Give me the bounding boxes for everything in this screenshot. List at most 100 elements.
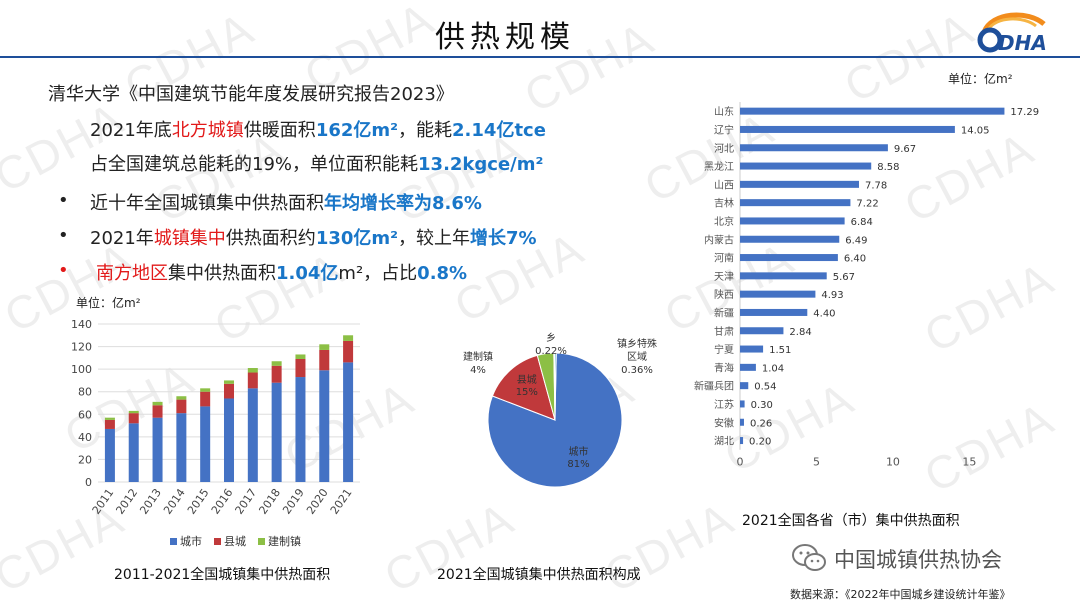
hbar-unit-label: 单位：亿m² bbox=[948, 72, 1013, 86]
pie-slice-percent: 81% bbox=[567, 459, 589, 470]
bar-segment-城市 bbox=[295, 377, 306, 482]
pie-slice-label: 县城 bbox=[517, 374, 537, 386]
x-tick-label: 2017 bbox=[233, 486, 260, 516]
bar-segment-建制镇 bbox=[271, 361, 282, 366]
line-text: 近十年全国城镇集中供热面积 bbox=[90, 193, 324, 214]
emphasis-value: 162亿m² bbox=[315, 120, 399, 141]
bar-segment-县城 bbox=[176, 399, 187, 414]
pie-slice-镇乡特殊区域 bbox=[554, 352, 557, 421]
line-text: 供热面积约 bbox=[225, 228, 316, 249]
bar-segment-建制镇 bbox=[152, 401, 163, 406]
bar-segment-城市 bbox=[271, 382, 282, 482]
bar-甘肃 bbox=[740, 327, 784, 335]
bar-segment-县城 bbox=[343, 340, 354, 363]
y-tick-label: 140 bbox=[71, 318, 92, 331]
bar-内蒙古 bbox=[740, 235, 840, 243]
line-text: 集中供热面积 bbox=[168, 263, 276, 284]
northern-heating-line: 2021年底北方城镇供暖面积162亿m²，能耗2.14亿tce bbox=[90, 116, 546, 142]
emphasis-value: 1.04亿 bbox=[276, 263, 339, 284]
bar-segment-建制镇 bbox=[176, 396, 187, 400]
data-label: 7.22 bbox=[856, 199, 878, 210]
bar-chart-caption: 2011-2021全国城镇集中供热面积 bbox=[114, 567, 331, 583]
x-tick-label: 5 bbox=[813, 456, 820, 469]
y-tick-label: 80 bbox=[78, 386, 92, 399]
emphasis-value: 年均增长率为8.6% bbox=[324, 193, 482, 214]
category-label: 陕西 bbox=[714, 288, 734, 301]
bullet-dot: • bbox=[58, 225, 69, 246]
pie-slice-县城 bbox=[491, 354, 556, 421]
line-text: ，较上年 bbox=[398, 228, 471, 249]
bar-辽宁 bbox=[740, 125, 955, 133]
bar-segment-建制镇 bbox=[343, 335, 354, 341]
bar-江苏 bbox=[740, 400, 745, 408]
category-label: 湖北 bbox=[714, 436, 734, 448]
line-text: 占全国建筑总能耗的19%，单位面积能耗 bbox=[90, 154, 419, 175]
data-label: 2.84 bbox=[789, 327, 811, 338]
bar-segment-城市 bbox=[104, 428, 115, 482]
bullet-dot: • bbox=[58, 260, 69, 281]
report-reference: 清华大学《中国建筑节能年度发展研究报告2023》 bbox=[48, 80, 454, 106]
bar-segment-建制镇 bbox=[319, 344, 330, 350]
bar-segment-建制镇 bbox=[200, 388, 211, 392]
x-tick-label: 10 bbox=[886, 456, 900, 469]
bar-山东 bbox=[740, 107, 1005, 115]
data-label: 0.20 bbox=[749, 437, 771, 448]
category-label: 新疆兵团 bbox=[694, 380, 734, 393]
category-label: 黑龙江 bbox=[704, 160, 734, 173]
line-text: 2021年 bbox=[90, 228, 154, 249]
x-tick-label: 2014 bbox=[161, 486, 188, 516]
data-label: 4.93 bbox=[821, 290, 843, 301]
bar-segment-县城 bbox=[295, 358, 306, 378]
legend-swatch bbox=[258, 538, 265, 545]
bar-segment-城市 bbox=[319, 370, 330, 482]
bar-segment-建制镇 bbox=[104, 417, 115, 420]
data-label: 9.67 bbox=[894, 144, 916, 155]
data-label: 6.84 bbox=[851, 217, 873, 228]
province-horizontal-bar-chart: 山东 17.29 辽宁 14.05 河北 9.67 黑龙江 8.58 山西 7.78 吉林 7.22 北… bbox=[694, 102, 1039, 469]
highlight-text: 北方城镇 bbox=[171, 120, 244, 141]
legend-label: 县城 bbox=[224, 535, 246, 548]
pie-slice-label: 镇乡特殊 bbox=[617, 337, 657, 350]
x-tick-label: 2016 bbox=[209, 486, 236, 516]
bar-segment-县城 bbox=[271, 365, 282, 383]
data-label: 0.26 bbox=[750, 418, 772, 429]
y-tick-label: 40 bbox=[78, 431, 92, 444]
bar-河北 bbox=[740, 144, 888, 152]
organization-credit: 中国城镇供热协会 bbox=[834, 548, 1002, 572]
category-label: 山东 bbox=[714, 105, 734, 118]
bar-segment-县城 bbox=[152, 405, 163, 418]
category-label: 北京 bbox=[714, 215, 734, 228]
bar-segment-县城 bbox=[128, 413, 139, 424]
emphasis-value: 2.14亿tce bbox=[452, 120, 546, 141]
data-label: 1.51 bbox=[769, 345, 791, 356]
line-text: ，能耗 bbox=[398, 120, 453, 141]
bullet-dot: • bbox=[58, 190, 69, 211]
bar-unit-label: 单位：亿m² bbox=[76, 296, 141, 310]
data-label: 4.40 bbox=[813, 308, 835, 319]
category-label: 青海 bbox=[714, 361, 734, 374]
category-label: 天津 bbox=[714, 271, 734, 283]
bar-天津 bbox=[740, 272, 827, 280]
x-tick-label: 2011 bbox=[90, 486, 117, 516]
legend-swatch bbox=[214, 538, 221, 545]
category-label: 河北 bbox=[714, 143, 734, 155]
x-tick-label: 2021 bbox=[328, 486, 355, 516]
pie-slice-label: 乡 bbox=[546, 332, 556, 344]
bar-segment-县城 bbox=[223, 383, 235, 399]
category-label: 江苏 bbox=[714, 398, 734, 411]
bar-segment-城市 bbox=[223, 398, 235, 482]
watermark-text: CDHA bbox=[375, 491, 523, 603]
emphasis-value: 13.2kgce/m² bbox=[418, 154, 544, 175]
bullet-2021-area: 2021年城镇集中供热面积约130亿m²，较上年增长7% bbox=[90, 224, 537, 250]
logo-text: DHA bbox=[998, 31, 1047, 54]
report-reference-text: 清华大学《中国建筑节能年度发展研究报告2023》 bbox=[48, 84, 454, 105]
pie-slice-percent: 0.36% bbox=[621, 365, 653, 376]
bar-青海 bbox=[740, 363, 756, 371]
association-logo: DHA bbox=[977, 12, 1047, 54]
x-tick-label: 2012 bbox=[113, 486, 140, 516]
bar-新疆兵团 bbox=[740, 382, 749, 390]
line-text: m²，占比 bbox=[338, 263, 418, 284]
line-text: 2021年底 bbox=[90, 120, 172, 141]
bar-segment-建制镇 bbox=[223, 380, 235, 384]
y-tick-label: 20 bbox=[78, 453, 92, 466]
